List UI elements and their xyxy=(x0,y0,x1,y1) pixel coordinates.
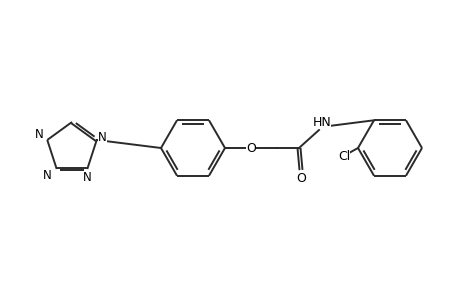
Text: O: O xyxy=(296,172,305,184)
Text: N: N xyxy=(43,169,52,182)
Text: O: O xyxy=(246,142,255,154)
Text: Cl: Cl xyxy=(337,149,349,163)
Text: HN: HN xyxy=(312,116,330,128)
Text: N: N xyxy=(35,128,44,142)
Text: N: N xyxy=(83,170,91,184)
Text: N: N xyxy=(98,131,107,145)
